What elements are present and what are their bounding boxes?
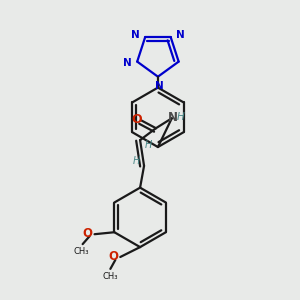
Text: CH₃: CH₃ [74, 247, 89, 256]
Text: H: H [132, 156, 140, 166]
Text: N: N [124, 58, 132, 68]
Text: CH₃: CH₃ [103, 272, 118, 281]
Text: N: N [176, 30, 184, 40]
Text: O: O [132, 113, 142, 126]
Text: O: O [108, 250, 118, 263]
Text: N: N [131, 30, 140, 40]
Text: O: O [82, 227, 93, 240]
Text: N: N [154, 81, 163, 91]
Text: H: H [177, 112, 184, 122]
Text: H: H [144, 140, 152, 150]
Text: N: N [168, 111, 178, 124]
